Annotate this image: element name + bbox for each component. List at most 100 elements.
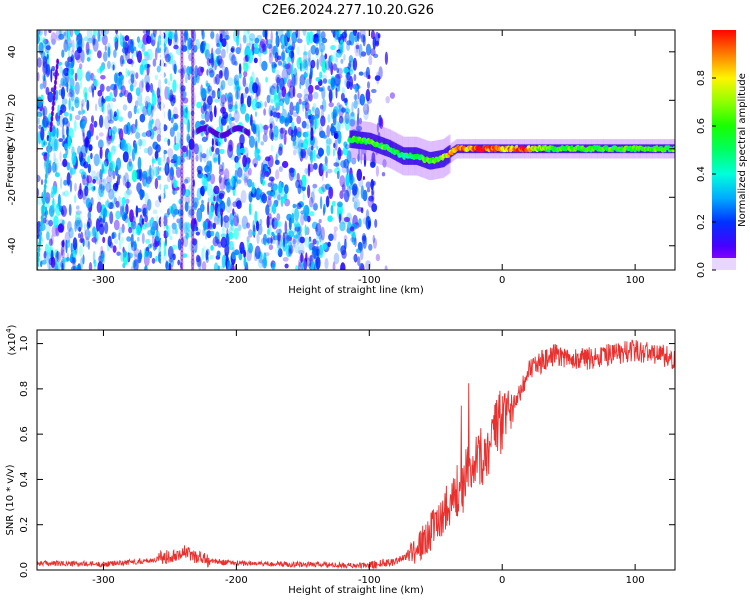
stripe-mark xyxy=(160,81,164,88)
noise-mark xyxy=(144,74,151,85)
noise-mark xyxy=(175,167,182,178)
noise-mark xyxy=(331,200,336,207)
noise-mark xyxy=(242,154,248,168)
noise-mark xyxy=(86,57,91,62)
noise-mark xyxy=(204,50,208,57)
stripe-mark xyxy=(180,44,184,51)
noise-mark xyxy=(352,197,355,202)
noise-mark xyxy=(175,47,182,56)
noise-mark xyxy=(144,265,148,270)
noise-mark xyxy=(252,82,258,94)
noise-mark xyxy=(299,254,305,263)
stripe-mark xyxy=(191,143,195,150)
noise-mark xyxy=(363,71,369,78)
noise-mark xyxy=(251,123,257,134)
noise-mark xyxy=(330,45,336,51)
noise-mark xyxy=(248,203,252,216)
ridge-mark xyxy=(672,145,675,151)
noise-mark xyxy=(135,87,141,97)
noise-mark xyxy=(121,196,126,206)
noise-mark xyxy=(325,171,328,179)
noise-mark xyxy=(218,168,224,176)
noise-mark xyxy=(124,206,128,213)
noise-mark xyxy=(277,182,285,195)
noise-mark xyxy=(143,147,150,154)
noise-mark xyxy=(339,39,344,53)
noise-mark xyxy=(186,133,191,144)
noise-mark xyxy=(167,52,174,65)
noise-mark xyxy=(271,262,276,270)
noise-mark xyxy=(236,178,242,185)
noise-mark xyxy=(213,217,220,222)
stripe-mark xyxy=(160,44,164,51)
noise-mark xyxy=(310,151,314,164)
noise-mark xyxy=(216,43,220,48)
noise-mark xyxy=(355,125,363,132)
noise-mark xyxy=(129,209,134,223)
noise-mark xyxy=(37,72,40,82)
noise-mark xyxy=(213,214,220,225)
noise-mark xyxy=(367,74,371,80)
stripe-mark xyxy=(160,168,164,175)
noise-mark xyxy=(307,163,311,177)
noise-mark xyxy=(75,212,81,224)
noise-mark xyxy=(93,186,96,191)
colorbar-gradient xyxy=(712,30,736,270)
noise-mark xyxy=(183,178,189,184)
noise-mark xyxy=(283,235,286,248)
noise-mark xyxy=(243,30,249,44)
noise-mark xyxy=(77,145,82,155)
noise-mark xyxy=(319,42,326,53)
noise-mark xyxy=(121,59,126,65)
noise-mark xyxy=(90,152,93,160)
noise-mark xyxy=(155,230,161,242)
noise-mark xyxy=(337,241,341,252)
noise-mark xyxy=(147,198,152,211)
stripe-mark xyxy=(160,246,164,253)
noise-mark xyxy=(173,63,177,75)
top-ylabel: Frequency (Hz) xyxy=(5,112,16,188)
noise-mark xyxy=(270,98,274,104)
stripe-mark xyxy=(180,114,184,121)
noise-mark xyxy=(146,176,152,185)
noise-mark xyxy=(224,243,230,257)
noise-mark xyxy=(112,145,117,152)
noise-mark xyxy=(337,130,342,144)
noise-mark xyxy=(167,138,171,146)
noise-mark xyxy=(247,49,254,64)
noise-mark xyxy=(170,203,178,218)
noise-mark xyxy=(320,31,326,40)
noise-mark xyxy=(209,173,216,185)
noise-mark xyxy=(93,120,98,128)
noise-mark xyxy=(138,190,145,196)
noise-mark xyxy=(95,135,99,141)
noise-mark xyxy=(271,61,274,73)
noise-mark xyxy=(98,96,103,108)
stripe-mark xyxy=(180,93,184,100)
stripe-mark xyxy=(160,238,164,245)
noise-mark xyxy=(333,230,337,241)
noise-mark xyxy=(221,48,226,59)
noise-mark xyxy=(111,61,116,72)
stripe-mark xyxy=(191,69,195,76)
noise-mark xyxy=(137,236,140,242)
noise-mark xyxy=(302,192,305,201)
noise-mark xyxy=(339,175,346,188)
noise-mark xyxy=(127,92,133,104)
noise-mark xyxy=(318,230,322,243)
noise-mark xyxy=(85,236,90,248)
noise-mark xyxy=(321,165,327,173)
stripe-mark xyxy=(191,118,195,125)
noise-mark xyxy=(112,170,116,180)
noise-mark xyxy=(339,190,344,200)
noise-mark xyxy=(218,196,223,207)
noise-mark xyxy=(164,78,168,85)
noise-mark xyxy=(210,230,215,237)
noise-mark xyxy=(290,239,293,246)
noise-mark xyxy=(257,189,263,195)
noise-mark xyxy=(139,113,146,123)
noise-mark xyxy=(208,68,214,74)
noise-mark xyxy=(246,222,251,229)
stripe-mark xyxy=(191,176,195,183)
noise-mark xyxy=(292,85,296,98)
